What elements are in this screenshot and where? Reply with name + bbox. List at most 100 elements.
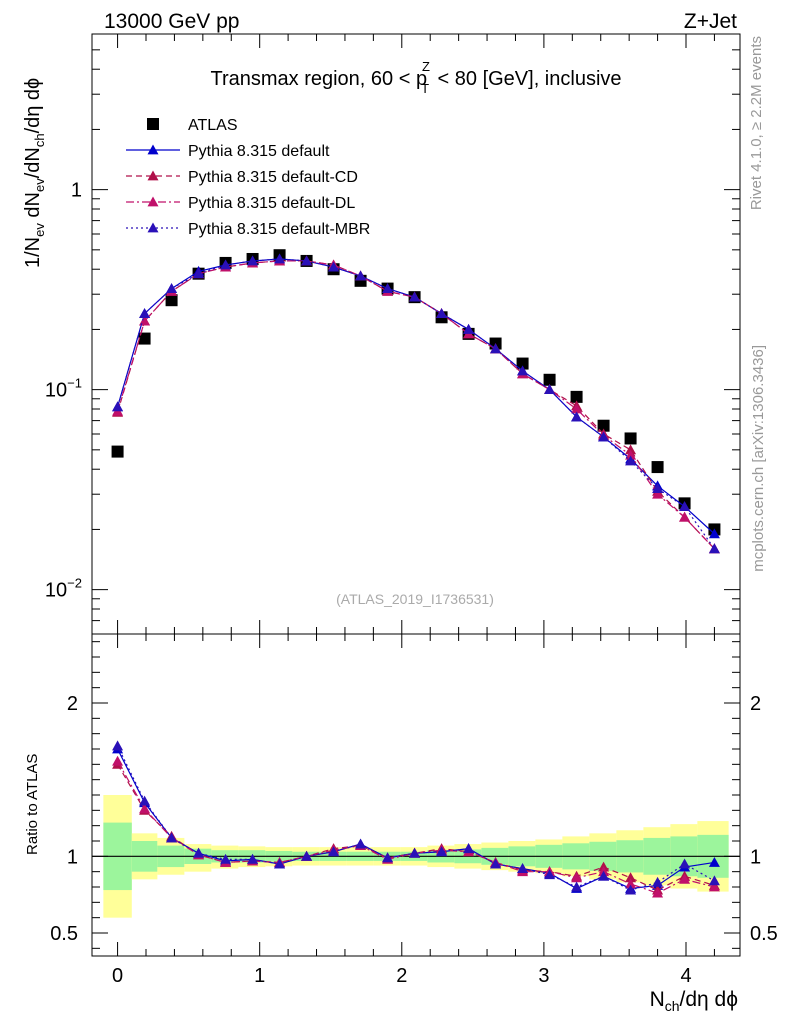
ratio-series-point-3: [409, 847, 421, 858]
ratio-series-point-2: [708, 881, 720, 892]
ratio-series-point-2: [652, 887, 664, 898]
ratio-series-point-2: [571, 872, 583, 883]
main-atlas-point: [165, 294, 178, 307]
main-ylabel: 1/Nev dNev/dNch/dη dϕ: [22, 78, 47, 268]
x-tick-label: 3: [538, 965, 549, 987]
ratio-series-point-0: [708, 856, 720, 867]
title-after: < 80 [GeV], inclusive: [432, 68, 622, 90]
ratio-series-point-3: [490, 858, 502, 869]
legend-label: Pythia 8.315 default: [188, 143, 330, 160]
main-series-point-4: [301, 255, 313, 266]
main-series-point-4: [679, 501, 691, 512]
x-tick-label: 2: [396, 965, 407, 987]
main-series-point-4: [166, 283, 178, 294]
main-series-point-3: [571, 403, 583, 414]
main-atlas-point: [597, 419, 610, 432]
ratio-series-point-3: [517, 863, 529, 873]
main-series-point-4: [490, 343, 502, 354]
ratio-series-point-3: [220, 853, 232, 864]
header-right-label: Z+Jet: [684, 10, 737, 33]
title-before: Transmax region, 60 < p: [210, 68, 427, 90]
main-series-line-2: [117, 260, 715, 550]
legend: ATLAS Pythia 8.315 default Pythia 8.315 de…: [126, 117, 370, 238]
y-tick-label: 10−2: [45, 576, 82, 602]
ratio-ylabel: Ratio to ATLAS: [24, 754, 41, 855]
legend-marker-2: [147, 170, 159, 181]
ratio-series-point-3: [328, 846, 340, 857]
x-tick-label: 0: [112, 965, 123, 987]
main-series-point-2: [625, 444, 637, 455]
y-tick-label: 10−1: [45, 376, 82, 402]
main-atlas-point: [570, 390, 583, 403]
ratio-y-tick-label: 1: [67, 846, 78, 868]
ratio-y-tick-label-right: 2: [750, 693, 761, 715]
title-sup: Z: [422, 59, 430, 74]
analysis-watermark: (ATLAS_2019_I1736531): [336, 591, 494, 607]
legend-label: Pythia 8.315 default-MBR: [188, 221, 370, 238]
ratio-series-line-2: [117, 760, 715, 894]
ratio-series-point-3: [382, 852, 394, 863]
legend-label: Pythia 8.315 default-CD: [188, 169, 358, 186]
ratio-series-point-3: [652, 876, 664, 887]
mcplots-label: mcplots.cern.ch [arXiv:1306.3436]: [750, 345, 767, 572]
ratio-panel: 0.5 0.5 1 1 2 2: [50, 633, 778, 957]
legend-marker-3: [147, 196, 159, 207]
main-series-point-4: [112, 401, 124, 412]
main-series-point-4: [274, 253, 286, 264]
y-tick-label: 1: [71, 180, 82, 202]
main-series-line-4: [117, 258, 715, 550]
x-tick-label: 4: [680, 965, 691, 987]
ratio-series-point-3: [598, 870, 610, 881]
main-series-point-4: [544, 384, 556, 395]
main-series-point-4: [139, 308, 151, 318]
main-series-point-4: [382, 283, 394, 294]
rivet-label: Rivet 4.1.0, ≥ 2.2M events: [748, 36, 765, 210]
legend-label: ATLAS: [188, 117, 238, 134]
ratio-series-point-3: [625, 884, 637, 895]
legend-marker-4: [147, 222, 159, 233]
ratio-series-point-3: [708, 875, 720, 886]
ratio-series-point-2: [679, 873, 691, 884]
main-series-point-4: [625, 455, 637, 466]
title-sub: T: [421, 81, 429, 96]
ratio-series-point-1: [625, 872, 637, 883]
ratio-series-point-3: [139, 795, 151, 806]
main-panel: 10−2 10−1 1: [45, 33, 741, 635]
header-left-label: 13000 GeV pp: [104, 10, 239, 33]
main-series-point-4: [409, 291, 421, 302]
main-series-point-3: [652, 488, 664, 499]
main-atlas-point: [624, 432, 637, 445]
main-series-point-1: [708, 528, 720, 539]
main-series-point-3: [625, 449, 637, 460]
ratio-series-point-3: [112, 740, 124, 751]
legend-marker-1: [147, 144, 159, 155]
main-series-point-4: [708, 543, 720, 554]
main-atlas-point: [516, 357, 529, 370]
ratio-series-point-3: [193, 847, 205, 858]
ratio-series-point-3: [247, 853, 259, 864]
ratio-series-point-3: [679, 858, 691, 869]
main-atlas-point: [111, 445, 124, 458]
ratio-series-point-3: [355, 838, 367, 849]
ratio-series-point-3: [544, 869, 556, 880]
main-series-point-4: [355, 270, 367, 281]
main-title: Transmax region, 60 < pTZ < 80 [GeV], in…: [210, 59, 621, 96]
main-series-point-4: [220, 259, 232, 270]
ratio-frame: [91, 633, 741, 957]
ratio-y-tick-label-right: 1: [750, 846, 761, 868]
main-series-point-4: [652, 483, 664, 494]
ratio-series-point-2: [112, 755, 124, 766]
main-series-point-4: [436, 308, 448, 318]
main-series-point-4: [571, 411, 583, 422]
legend-label: Pythia 8.315 default-DL: [188, 195, 355, 212]
ratio-series-point-3: [436, 846, 448, 857]
main-series-point-3: [139, 315, 151, 326]
legend-marker-atlas: [147, 118, 159, 130]
ratio-series-point-3: [274, 858, 286, 869]
main-atlas-point: [543, 373, 556, 386]
x-tick-label: 1: [254, 965, 265, 987]
main-atlas-point: [138, 332, 151, 345]
main-series-point-4: [517, 365, 529, 376]
ratio-series-point-2: [625, 878, 637, 889]
